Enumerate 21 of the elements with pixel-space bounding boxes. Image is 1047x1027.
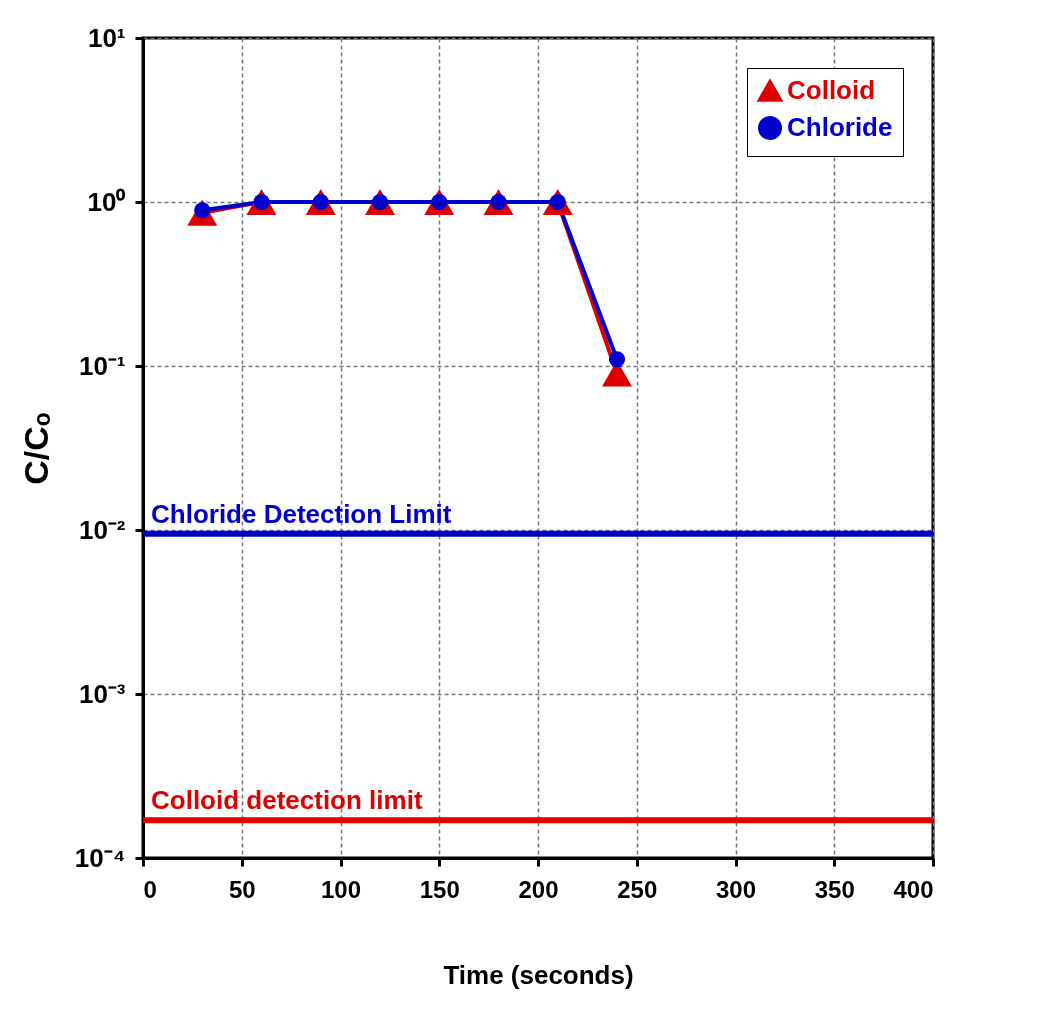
y-tick-label: 10⁻¹ — [78, 350, 126, 381]
ref-line-label: Chloride Detection Limit — [151, 498, 452, 529]
y-tick-label: 10⁻³ — [78, 678, 126, 709]
y-tick-label: 10⁻⁴ — [74, 842, 126, 873]
x-tick-label: 100 — [320, 875, 362, 903]
y-tick-label: 10¹ — [87, 22, 126, 53]
y-tick-label: 10⁻² — [78, 514, 126, 545]
x-tick-label: 200 — [518, 875, 559, 903]
x-tick-label: 150 — [419, 875, 460, 903]
x-tick-label: 400 — [893, 875, 934, 903]
x-tick-label: 50 — [228, 875, 256, 903]
x-tick-label: 250 — [617, 875, 658, 903]
legend-label: Chloride — [787, 112, 893, 142]
x-tick-label: 0 — [143, 875, 157, 903]
x-tick-label: 350 — [814, 875, 855, 903]
x-axis-title: Time (seconds) — [443, 959, 634, 990]
ref-line-label: Colloid detection limit — [151, 785, 423, 816]
y-tick-label: 10⁰ — [87, 186, 127, 217]
legend-label: Colloid — [787, 75, 876, 105]
y-axis-title: C/Cₒ — [16, 412, 55, 485]
x-tick-label: 300 — [715, 875, 757, 903]
